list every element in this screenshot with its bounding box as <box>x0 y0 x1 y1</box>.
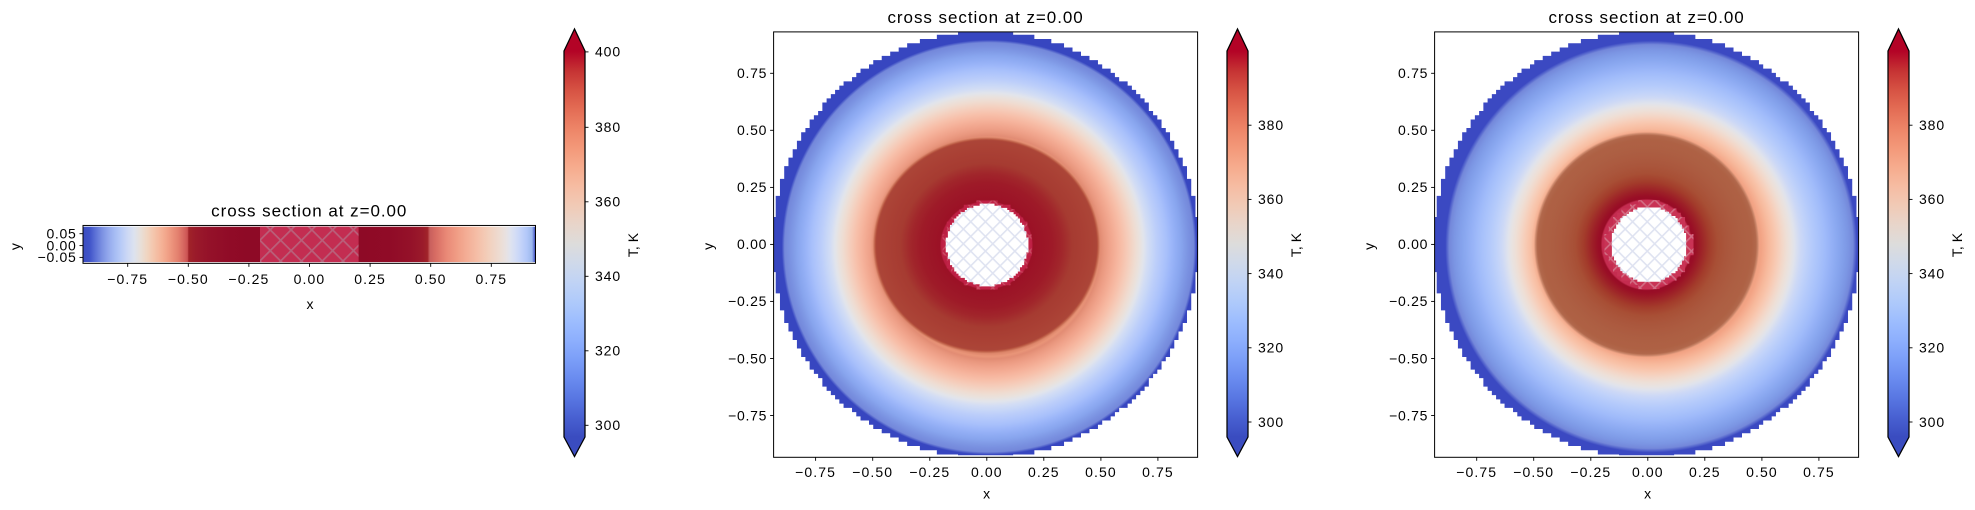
svg-text:0.25: 0.25 <box>1398 179 1428 195</box>
svg-text:−0.50: −0.50 <box>1389 350 1428 366</box>
svg-text:320: 320 <box>1258 340 1284 356</box>
svg-text:−0.75: −0.75 <box>107 271 148 287</box>
svg-text:−0.50: −0.50 <box>728 350 767 366</box>
svg-text:360: 360 <box>1919 191 1945 207</box>
svg-text:−0.25: −0.25 <box>228 271 269 287</box>
svg-text:−0.50: −0.50 <box>1513 464 1554 480</box>
svg-text:400: 400 <box>595 44 621 60</box>
svg-text:360: 360 <box>1258 191 1284 207</box>
svg-text:0.25: 0.25 <box>354 271 386 287</box>
svg-text:x: x <box>307 296 314 312</box>
svg-text:−0.25: −0.25 <box>909 464 950 480</box>
svg-text:−0.25: −0.25 <box>728 293 767 309</box>
svg-text:0.25: 0.25 <box>1689 464 1721 480</box>
svg-text:cross section at z=0.00: cross section at z=0.00 <box>1548 8 1744 27</box>
svg-text:−0.75: −0.75 <box>1389 407 1428 423</box>
svg-text:0.05: 0.05 <box>46 226 76 242</box>
svg-text:T, K: T, K <box>625 232 641 257</box>
svg-text:0.75: 0.75 <box>1803 464 1835 480</box>
svg-text:380: 380 <box>1258 117 1284 133</box>
svg-text:0.00: 0.00 <box>971 464 1003 480</box>
svg-text:T, K: T, K <box>1288 232 1304 257</box>
svg-text:y: y <box>7 243 23 250</box>
svg-text:300: 300 <box>1919 414 1945 430</box>
svg-text:380: 380 <box>1919 117 1945 133</box>
svg-text:0.50: 0.50 <box>1746 464 1778 480</box>
svg-text:0.75: 0.75 <box>475 271 507 287</box>
svg-text:0.50: 0.50 <box>415 271 447 287</box>
svg-text:0.00: 0.00 <box>1632 464 1664 480</box>
svg-text:−0.50: −0.50 <box>852 464 893 480</box>
svg-text:−0.25: −0.25 <box>1389 293 1428 309</box>
svg-text:300: 300 <box>1258 414 1284 430</box>
svg-text:380: 380 <box>595 119 621 135</box>
svg-text:0.50: 0.50 <box>1398 122 1428 138</box>
svg-text:−0.05: −0.05 <box>38 249 77 265</box>
svg-text:0.25: 0.25 <box>737 179 767 195</box>
svg-text:300: 300 <box>595 417 621 433</box>
svg-text:−0.75: −0.75 <box>795 464 836 480</box>
svg-text:0.50: 0.50 <box>737 122 767 138</box>
svg-text:340: 340 <box>1258 265 1284 281</box>
svg-text:cross section at z=0.00: cross section at z=0.00 <box>887 8 1083 27</box>
svg-text:cross section at z=0.00: cross section at z=0.00 <box>211 202 407 221</box>
svg-text:y: y <box>700 243 716 250</box>
svg-text:320: 320 <box>1919 340 1945 356</box>
svg-text:0.25: 0.25 <box>1028 464 1060 480</box>
svg-text:0.75: 0.75 <box>737 65 767 81</box>
svg-text:−0.50: −0.50 <box>168 271 209 287</box>
svg-text:0.50: 0.50 <box>1085 464 1117 480</box>
svg-text:0.00: 0.00 <box>294 271 326 287</box>
svg-text:0.75: 0.75 <box>1142 464 1174 480</box>
svg-text:0.00: 0.00 <box>737 236 767 252</box>
svg-text:x: x <box>983 485 990 501</box>
svg-text:x: x <box>1644 485 1651 501</box>
svg-text:T, K: T, K <box>1949 232 1965 257</box>
svg-text:340: 340 <box>1919 265 1945 281</box>
svg-text:360: 360 <box>595 194 621 210</box>
svg-text:−0.75: −0.75 <box>728 407 767 423</box>
svg-text:0.00: 0.00 <box>46 237 76 253</box>
svg-text:340: 340 <box>595 268 621 284</box>
svg-text:−0.25: −0.25 <box>1570 464 1611 480</box>
svg-text:−0.75: −0.75 <box>1456 464 1497 480</box>
svg-text:0.00: 0.00 <box>1398 236 1428 252</box>
svg-text:320: 320 <box>595 343 621 359</box>
svg-text:y: y <box>1361 243 1377 250</box>
svg-text:0.75: 0.75 <box>1398 65 1428 81</box>
